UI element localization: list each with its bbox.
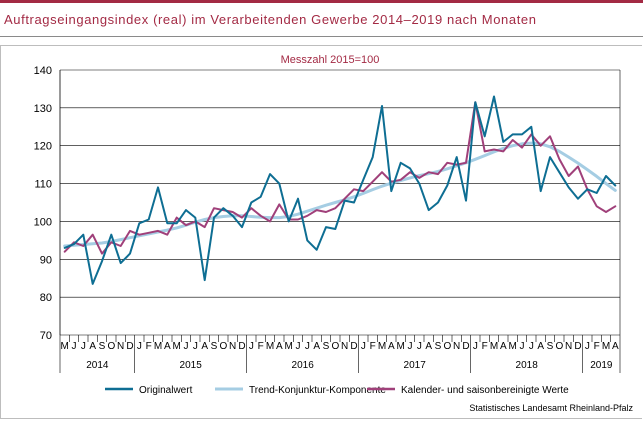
x-month-label: F	[594, 341, 600, 352]
x-month-label: S	[435, 341, 442, 352]
y-tick-label: 140	[34, 65, 52, 77]
x-month-label: M	[378, 341, 386, 352]
x-month-label: M	[266, 341, 274, 352]
x-month-label: A	[89, 341, 96, 352]
x-year-label: 2019	[590, 360, 613, 371]
y-tick-label: 100	[34, 216, 52, 228]
x-month-label: S	[323, 341, 330, 352]
x-month-label: M	[508, 341, 516, 352]
x-month-label: F	[482, 341, 488, 352]
x-month-label: S	[547, 341, 554, 352]
title-accent-line	[0, 0, 643, 3]
x-month-label: M	[154, 341, 162, 352]
x-year-label: 2017	[404, 360, 427, 371]
y-tick-label: 120	[34, 141, 52, 153]
x-month-label: A	[313, 341, 320, 352]
x-year-label: 2016	[292, 360, 315, 371]
x-month-label: A	[388, 341, 395, 352]
x-month-label: M	[396, 341, 404, 352]
x-month-label: S	[99, 341, 106, 352]
x-month-label: J	[473, 341, 478, 352]
x-month-label: A	[425, 341, 432, 352]
x-month-label: A	[164, 341, 171, 352]
chart-title: Auftragseingangsindex (real) im Verarbei…	[4, 12, 537, 27]
x-month-label: A	[612, 341, 619, 352]
x-month-label: J	[585, 341, 590, 352]
y-tick-label: 110	[34, 179, 52, 191]
legend-label: Trend-Konjunktur-Komponente	[249, 385, 386, 396]
x-month-label: J	[520, 341, 525, 352]
x-month-label: F	[370, 341, 376, 352]
chart-frame	[0, 45, 642, 419]
x-month-label: M	[284, 341, 292, 352]
x-month-label: F	[146, 341, 152, 352]
x-month-label: D	[462, 341, 469, 352]
series-line-trend-konjunktur-komponente	[63, 141, 617, 248]
x-month-label: S	[211, 341, 218, 352]
x-month-label: J	[305, 341, 310, 352]
x-month-label: A	[500, 341, 507, 352]
x-month-label: M	[172, 341, 180, 352]
y-tick-label: 80	[40, 292, 52, 304]
x-month-label: M	[602, 341, 610, 352]
x-month-label: O	[555, 341, 563, 352]
x-month-label: A	[276, 341, 283, 352]
series-line-kalender-und-saisonbereinigte-werte	[63, 101, 617, 255]
x-month-label: M	[490, 341, 498, 352]
x-month-label: J	[193, 341, 198, 352]
x-month-label: O	[443, 341, 451, 352]
title-divider	[0, 36, 643, 37]
x-month-label: J	[72, 341, 77, 352]
y-tick-label: 130	[34, 103, 52, 115]
x-month-label: N	[341, 341, 348, 352]
y-tick-label: 90	[40, 254, 52, 266]
x-month-label: D	[350, 341, 357, 352]
source-note: Statistisches Landesamt Rheinland-Pfalz	[469, 403, 633, 413]
x-month-label: J	[81, 341, 86, 352]
chart-subtitle: Messzahl 2015=100	[281, 54, 380, 66]
x-month-label: J	[296, 341, 301, 352]
x-month-label: M	[60, 341, 68, 352]
x-month-label: A	[201, 341, 208, 352]
x-month-label: N	[117, 341, 124, 352]
x-month-label: D	[126, 341, 133, 352]
x-month-label: J	[184, 341, 189, 352]
x-year-label: 2018	[516, 360, 539, 371]
x-month-label: O	[107, 341, 115, 352]
series-line-originalwert	[63, 95, 617, 285]
x-month-label: J	[529, 341, 534, 352]
legend-label: Kalender- und saisonbereinigte Werte	[401, 385, 569, 396]
x-month-label: F	[258, 341, 264, 352]
x-year-label: 2015	[180, 360, 203, 371]
x-month-label: A	[537, 341, 544, 352]
x-month-label: J	[361, 341, 366, 352]
x-year-label: 2014	[86, 360, 109, 371]
x-month-label: J	[137, 341, 142, 352]
x-month-label: O	[331, 341, 339, 352]
x-month-label: D	[574, 341, 581, 352]
x-month-label: N	[229, 341, 236, 352]
x-month-label: J	[417, 341, 422, 352]
legend-label: Originalwert	[139, 385, 193, 396]
x-month-label: D	[238, 341, 245, 352]
x-month-label: N	[565, 341, 572, 352]
x-month-label: O	[219, 341, 227, 352]
x-month-label: J	[249, 341, 254, 352]
x-month-label: N	[453, 341, 460, 352]
x-month-label: J	[408, 341, 413, 352]
y-tick-label: 70	[40, 330, 52, 342]
